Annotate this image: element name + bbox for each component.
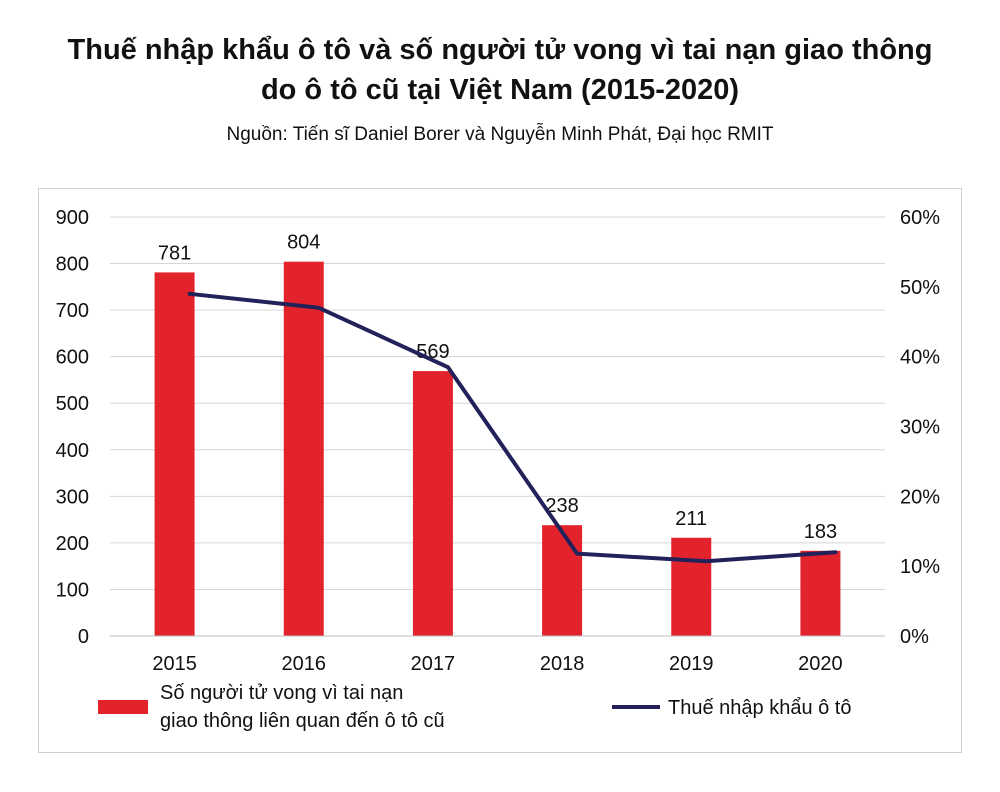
bar [671, 537, 712, 636]
bar [800, 550, 841, 636]
x-tick-label: 2020 [798, 653, 843, 675]
y-left-tick-label: 700 [56, 300, 89, 322]
y-left-tick-label: 600 [56, 347, 89, 369]
y-left-tick-label: 900 [56, 207, 89, 229]
y-right-tick-label: 30% [900, 417, 940, 439]
bar-value-label: 804 [287, 232, 320, 254]
bar-value-label: 211 [675, 508, 707, 530]
bar [412, 371, 453, 636]
line-series-path [187, 291, 838, 564]
chart-frame [38, 188, 962, 753]
y-left-tick-label: 100 [56, 579, 89, 601]
y-left-tick-label: 500 [56, 393, 89, 415]
title-line-2: do ô tô cũ tại Việt Nam (2015-2020) [260, 74, 740, 106]
legend: Số người tử vong vì tai nạn giao thông li… [98, 682, 851, 732]
legend-bar-label: giao thông liên quan đến ô tô cũ [160, 710, 445, 732]
gridlines [110, 216, 885, 590]
x-tick-label: 2016 [282, 653, 327, 675]
y-left-tick-label: 300 [56, 486, 89, 508]
legend-line-label: Thuế nhập khẩu ô tô [668, 697, 851, 719]
y-left-tick-label: 0 [78, 626, 89, 648]
bar-value-label: 183 [804, 521, 837, 543]
y-right-tick-label: 20% [900, 486, 940, 508]
y-right-tick-label: 10% [900, 556, 940, 578]
y-right-tick-label: 50% [900, 277, 940, 299]
legend-bar-swatch [98, 700, 148, 714]
y-right-tick-label: 0% [900, 626, 929, 648]
bar [542, 525, 583, 636]
bar-value-label: 238 [545, 495, 578, 517]
bar-series [154, 261, 841, 636]
title-line-1: Thuế nhập khẩu ô tô và số người tử vong … [67, 34, 933, 66]
line-series [187, 291, 838, 564]
y-right-tick-label: 60% [900, 207, 940, 229]
chart-title: Thuế nhập khẩu ô tô và số người tử vong … [0, 30, 1000, 110]
x-tick-label: 2018 [540, 653, 585, 675]
x-tick-label: 2015 [152, 653, 197, 675]
legend-bar-label: Số người tử vong vì tai nạn [160, 682, 403, 704]
y-left-tick-label: 400 [56, 440, 89, 462]
bar-value-label: 781 [158, 242, 191, 264]
y-left-tick-label: 200 [56, 533, 89, 555]
chart-source: Nguồn: Tiến sĩ Daniel Borer và Nguyễn Mi… [226, 124, 774, 145]
y-left-tick-label: 800 [56, 254, 89, 276]
axes: 0 100 200 300 400 500 600 700 800 900 0% 10% 20% 30% 4… [56, 207, 941, 675]
x-tick-label: 2019 [669, 653, 714, 675]
x-tick-label: 2017 [411, 653, 456, 675]
bar [154, 272, 195, 636]
bar [283, 261, 324, 636]
y-right-tick-label: 40% [900, 347, 940, 369]
